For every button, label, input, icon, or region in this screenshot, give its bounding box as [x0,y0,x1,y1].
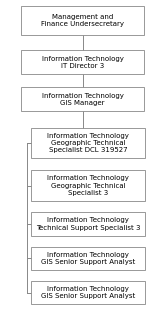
Text: Information Technology
IT Director 3: Information Technology IT Director 3 [42,56,123,69]
FancyBboxPatch shape [31,281,145,304]
Text: Information Technology
GIS Senior Support Analyst: Information Technology GIS Senior Suppor… [41,286,135,300]
FancyBboxPatch shape [31,212,145,236]
Text: Information Technology
Technical Support Specialist 3: Information Technology Technical Support… [36,217,141,231]
FancyBboxPatch shape [31,247,145,270]
FancyBboxPatch shape [31,128,145,158]
Text: Information Technology
Geographic Technical
Specialist 3: Information Technology Geographic Techni… [47,175,129,196]
Text: Information Technology
GIS Senior Support Analyst: Information Technology GIS Senior Suppor… [41,252,135,265]
FancyBboxPatch shape [21,6,144,35]
Text: Management and
Finance Undersecretary: Management and Finance Undersecretary [41,14,124,28]
Text: Information Technology
GIS Manager: Information Technology GIS Manager [42,92,123,106]
FancyBboxPatch shape [21,87,144,111]
FancyBboxPatch shape [31,170,145,201]
Text: Information Technology
Geographic Technical
Specialist DCL 319527: Information Technology Geographic Techni… [47,133,129,153]
FancyBboxPatch shape [21,50,144,74]
